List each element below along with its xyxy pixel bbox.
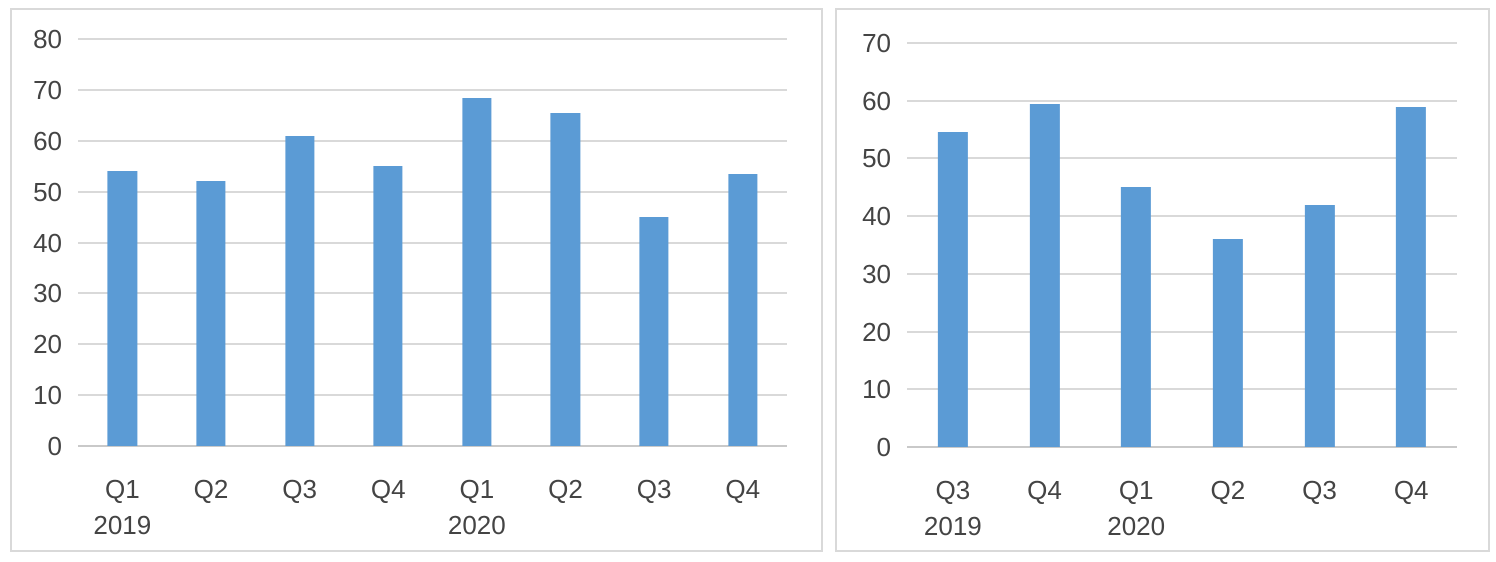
x-axis-category-label: Q3 [636, 474, 672, 504]
y-axis-tick-label: 80 [33, 24, 62, 54]
gridline [907, 388, 1457, 391]
bar-slot [610, 39, 699, 446]
y-axis-tick-label: 60 [33, 125, 62, 156]
bar-q1-0 [107, 171, 137, 446]
plot-area: 0 10 20 30 40 50 60 70 80 Q1 Q2 Q3 Q4 Q1 Q2 Q3 Q4 2019 202… [33, 26, 787, 538]
x-axis-category-label: Q2 [548, 474, 583, 504]
bar-slot [1274, 43, 1366, 447]
bar-slot [255, 39, 344, 446]
y-axis-tick-label: 40 [862, 201, 891, 232]
gridline [78, 139, 787, 142]
x-axis-category-label: Q4 [1393, 475, 1429, 505]
x-axis-category-label: Q1 [1118, 475, 1154, 505]
gridline [907, 157, 1457, 160]
bar-slot [78, 39, 167, 446]
bars-series [907, 43, 1457, 447]
bar-slot [1090, 43, 1182, 447]
bar-slot [1365, 43, 1457, 447]
bar-q4-1 [1029, 103, 1060, 447]
gridline [78, 38, 787, 40]
y-axis-tick-label: 50 [33, 176, 62, 207]
x-axis-category-label: Q1 [459, 474, 495, 504]
bar-slot [433, 39, 522, 446]
gridline [78, 190, 787, 193]
bar-q2-5 [550, 112, 581, 446]
x-axis-year-label: 2020 [1107, 511, 1166, 541]
bar-q4-3 [373, 166, 403, 446]
bar-q2-3 [1212, 239, 1243, 447]
y-axis-tick-label: 50 [862, 143, 891, 174]
y-axis-tick-label: 70 [33, 74, 62, 105]
bar-q4-5 [1396, 106, 1427, 447]
y-axis-tick-label: 10 [862, 374, 891, 405]
x-axis-year-label: 2020 [447, 510, 506, 540]
bar-slot [698, 39, 787, 446]
gridline [907, 330, 1457, 333]
gridline [78, 292, 787, 295]
gridline [907, 99, 1457, 102]
y-axis-tick-label: 10 [33, 380, 62, 411]
y-axis-tick-label: 20 [33, 329, 62, 360]
bar-q1-2 [1121, 187, 1152, 447]
x-axis-category-label: Q4 [725, 474, 761, 504]
x-axis-category-label: Q4 [1027, 475, 1062, 505]
x-axis-category-label: Q3 [282, 474, 317, 504]
gridline [78, 343, 787, 346]
x-axis-category-label: Q2 [1210, 475, 1246, 505]
x-axis-category-label: Q1 [104, 474, 140, 504]
x-axis-category-label: Q3 [935, 475, 971, 505]
bar-chart-panel-right: 0 10 20 30 40 50 60 70 Q3 Q4 Q1 Q2 Q3 Q4 2019 2020 [835, 8, 1490, 552]
y-axis-tick-label: 0 [47, 431, 62, 461]
gridline [907, 272, 1457, 275]
gridline [907, 215, 1457, 218]
x-axis-category-label: Q3 [1302, 475, 1337, 505]
x-axis-category-label: Q4 [370, 474, 406, 504]
bar-slot [907, 43, 999, 447]
bar-slot [521, 39, 610, 446]
gridline [78, 394, 787, 397]
y-axis-tick-label: 30 [862, 258, 891, 289]
y-axis-tick-label: 0 [876, 432, 891, 462]
gridline [78, 241, 787, 244]
y-axis-tick-label: 60 [862, 85, 891, 116]
bar-chart-panel-left: 0 10 20 30 40 50 60 70 80 Q1 Q2 Q3 Q4 Q1 Q2 Q3 Q4 2019 202… [10, 8, 823, 552]
y-axis-tick-label: 40 [33, 227, 62, 258]
gridline [78, 88, 787, 91]
bar-slot [167, 39, 256, 446]
x-axis-year-label: 2019 [93, 510, 152, 540]
bar-q3-2 [284, 135, 315, 446]
x-axis-labels: Q1 Q2 Q3 Q4 Q1 Q2 Q3 Q4 2019 2020 [78, 446, 787, 556]
x-axis-line [78, 445, 787, 447]
y-axis-tick-label: 20 [862, 316, 891, 347]
gridline [907, 42, 1457, 44]
bar-q3-6 [639, 217, 669, 446]
y-axis-tick-label: 30 [33, 278, 62, 309]
x-axis-labels: Q3 Q4 Q1 Q2 Q3 Q4 2019 2020 [907, 447, 1457, 557]
bar-q2-1 [196, 181, 226, 446]
plot-area: 0 10 20 30 40 50 60 70 Q3 Q4 Q1 Q2 Q3 Q4 2019 2020 [862, 30, 1457, 539]
bar-q1-4 [462, 97, 492, 446]
bar-slot [999, 43, 1091, 447]
x-axis-line [907, 446, 1457, 448]
bar-q3-4 [1304, 204, 1335, 447]
bars-series [78, 39, 787, 446]
bar-q3-0 [937, 132, 968, 447]
bar-slot [344, 39, 433, 446]
bar-slot [1182, 43, 1274, 447]
x-axis-category-label: Q2 [193, 474, 229, 504]
y-axis-tick-label: 70 [862, 28, 891, 58]
bar-q4-7 [728, 173, 758, 446]
x-axis-year-label: 2019 [923, 511, 982, 541]
